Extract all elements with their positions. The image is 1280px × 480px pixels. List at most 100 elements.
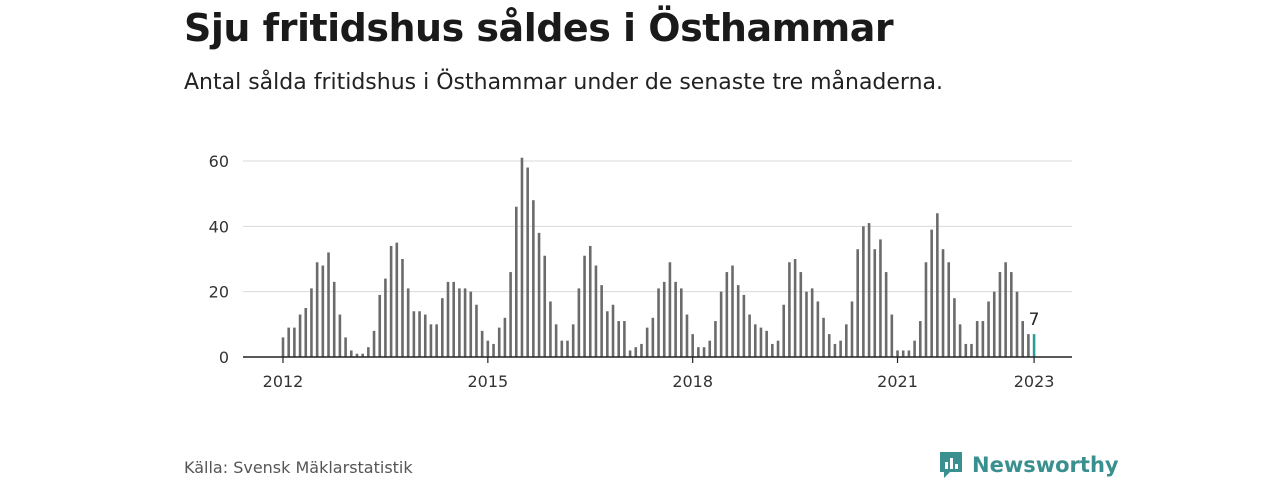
bar (691, 334, 694, 357)
bar (532, 200, 535, 357)
bar (845, 324, 848, 357)
brand-name: Newsworthy (972, 453, 1119, 477)
bar (577, 288, 581, 357)
bar (702, 347, 706, 357)
bar (810, 288, 814, 357)
y-tick-label: 0 (219, 348, 229, 367)
bar (913, 340, 916, 357)
bar (1027, 334, 1030, 357)
bar (827, 334, 831, 357)
bar (907, 350, 911, 357)
x-tick-label: 2023 (1014, 372, 1055, 391)
bar (662, 281, 666, 357)
bar (862, 226, 865, 357)
bar (782, 304, 786, 357)
bar (685, 314, 689, 357)
bar (486, 340, 490, 357)
bar-chart: 0 20 40 60 2012 2015 2018 2021 2023 7 (209, 152, 1072, 391)
bar (298, 314, 302, 357)
bar (509, 272, 512, 357)
bar (640, 343, 643, 357)
bar (560, 340, 564, 357)
bar (469, 291, 473, 357)
bar (822, 317, 825, 357)
bar (879, 239, 882, 357)
bar (475, 304, 478, 357)
bar (429, 324, 433, 357)
bar (395, 242, 399, 357)
bar (401, 259, 404, 357)
bar (418, 311, 421, 357)
bar (361, 353, 364, 357)
chart-subtitle: Antal sålda fritidshus i Östhammar under… (184, 70, 944, 95)
x-tick-label: 2021 (877, 372, 918, 391)
bar (1015, 291, 1019, 357)
bar (315, 262, 319, 357)
bar (349, 350, 353, 357)
bar (725, 272, 729, 357)
bar (367, 347, 370, 357)
bar (742, 294, 746, 357)
bar (492, 343, 495, 357)
bar (441, 298, 444, 357)
bar (600, 285, 603, 357)
bar (833, 343, 837, 357)
x-tick-label: 2012 (263, 372, 304, 391)
x-tick-label: 2015 (467, 372, 508, 391)
bar (293, 327, 296, 357)
bar (1010, 272, 1013, 357)
bar (628, 350, 632, 357)
bar (839, 340, 842, 357)
bar (623, 321, 626, 357)
bar (287, 327, 290, 357)
bar (776, 340, 780, 357)
bar (867, 223, 871, 357)
bar (884, 272, 888, 357)
bar (680, 288, 683, 357)
bar (446, 281, 450, 357)
bar (759, 327, 763, 357)
bar (930, 229, 933, 357)
bar (668, 262, 672, 357)
bar (304, 308, 308, 357)
bar (975, 321, 979, 357)
bar (651, 317, 655, 357)
bar (799, 272, 803, 357)
bar (554, 324, 558, 357)
bar (463, 288, 467, 357)
bar (452, 281, 455, 357)
bar (355, 353, 359, 357)
bar (571, 324, 575, 357)
x-tick-label: 2018 (672, 372, 713, 391)
bar (793, 259, 797, 357)
bar (458, 288, 461, 357)
bar (753, 324, 757, 357)
bar (941, 249, 945, 357)
bar (423, 314, 427, 357)
source-note: Källa: Svensk Mäklarstatistik (184, 458, 413, 477)
bar (583, 255, 586, 357)
bar (936, 213, 939, 357)
bar (805, 291, 808, 357)
bar (674, 281, 677, 357)
bar (344, 337, 347, 357)
bar (514, 206, 518, 357)
bar (384, 278, 387, 357)
bar (714, 321, 717, 357)
bar (406, 288, 410, 357)
bar (617, 321, 621, 357)
bar (992, 291, 996, 357)
bar (497, 327, 501, 357)
bar (987, 301, 990, 357)
bar (1032, 334, 1036, 357)
data-label: 7 (1029, 310, 1040, 330)
brand-logo: Newsworthy (938, 450, 1119, 480)
bar (634, 347, 638, 357)
bar (327, 252, 330, 357)
bar (321, 265, 325, 357)
bar (503, 317, 507, 357)
bar (708, 340, 712, 357)
bar (896, 350, 899, 357)
bar (372, 330, 376, 357)
bar (611, 304, 615, 357)
